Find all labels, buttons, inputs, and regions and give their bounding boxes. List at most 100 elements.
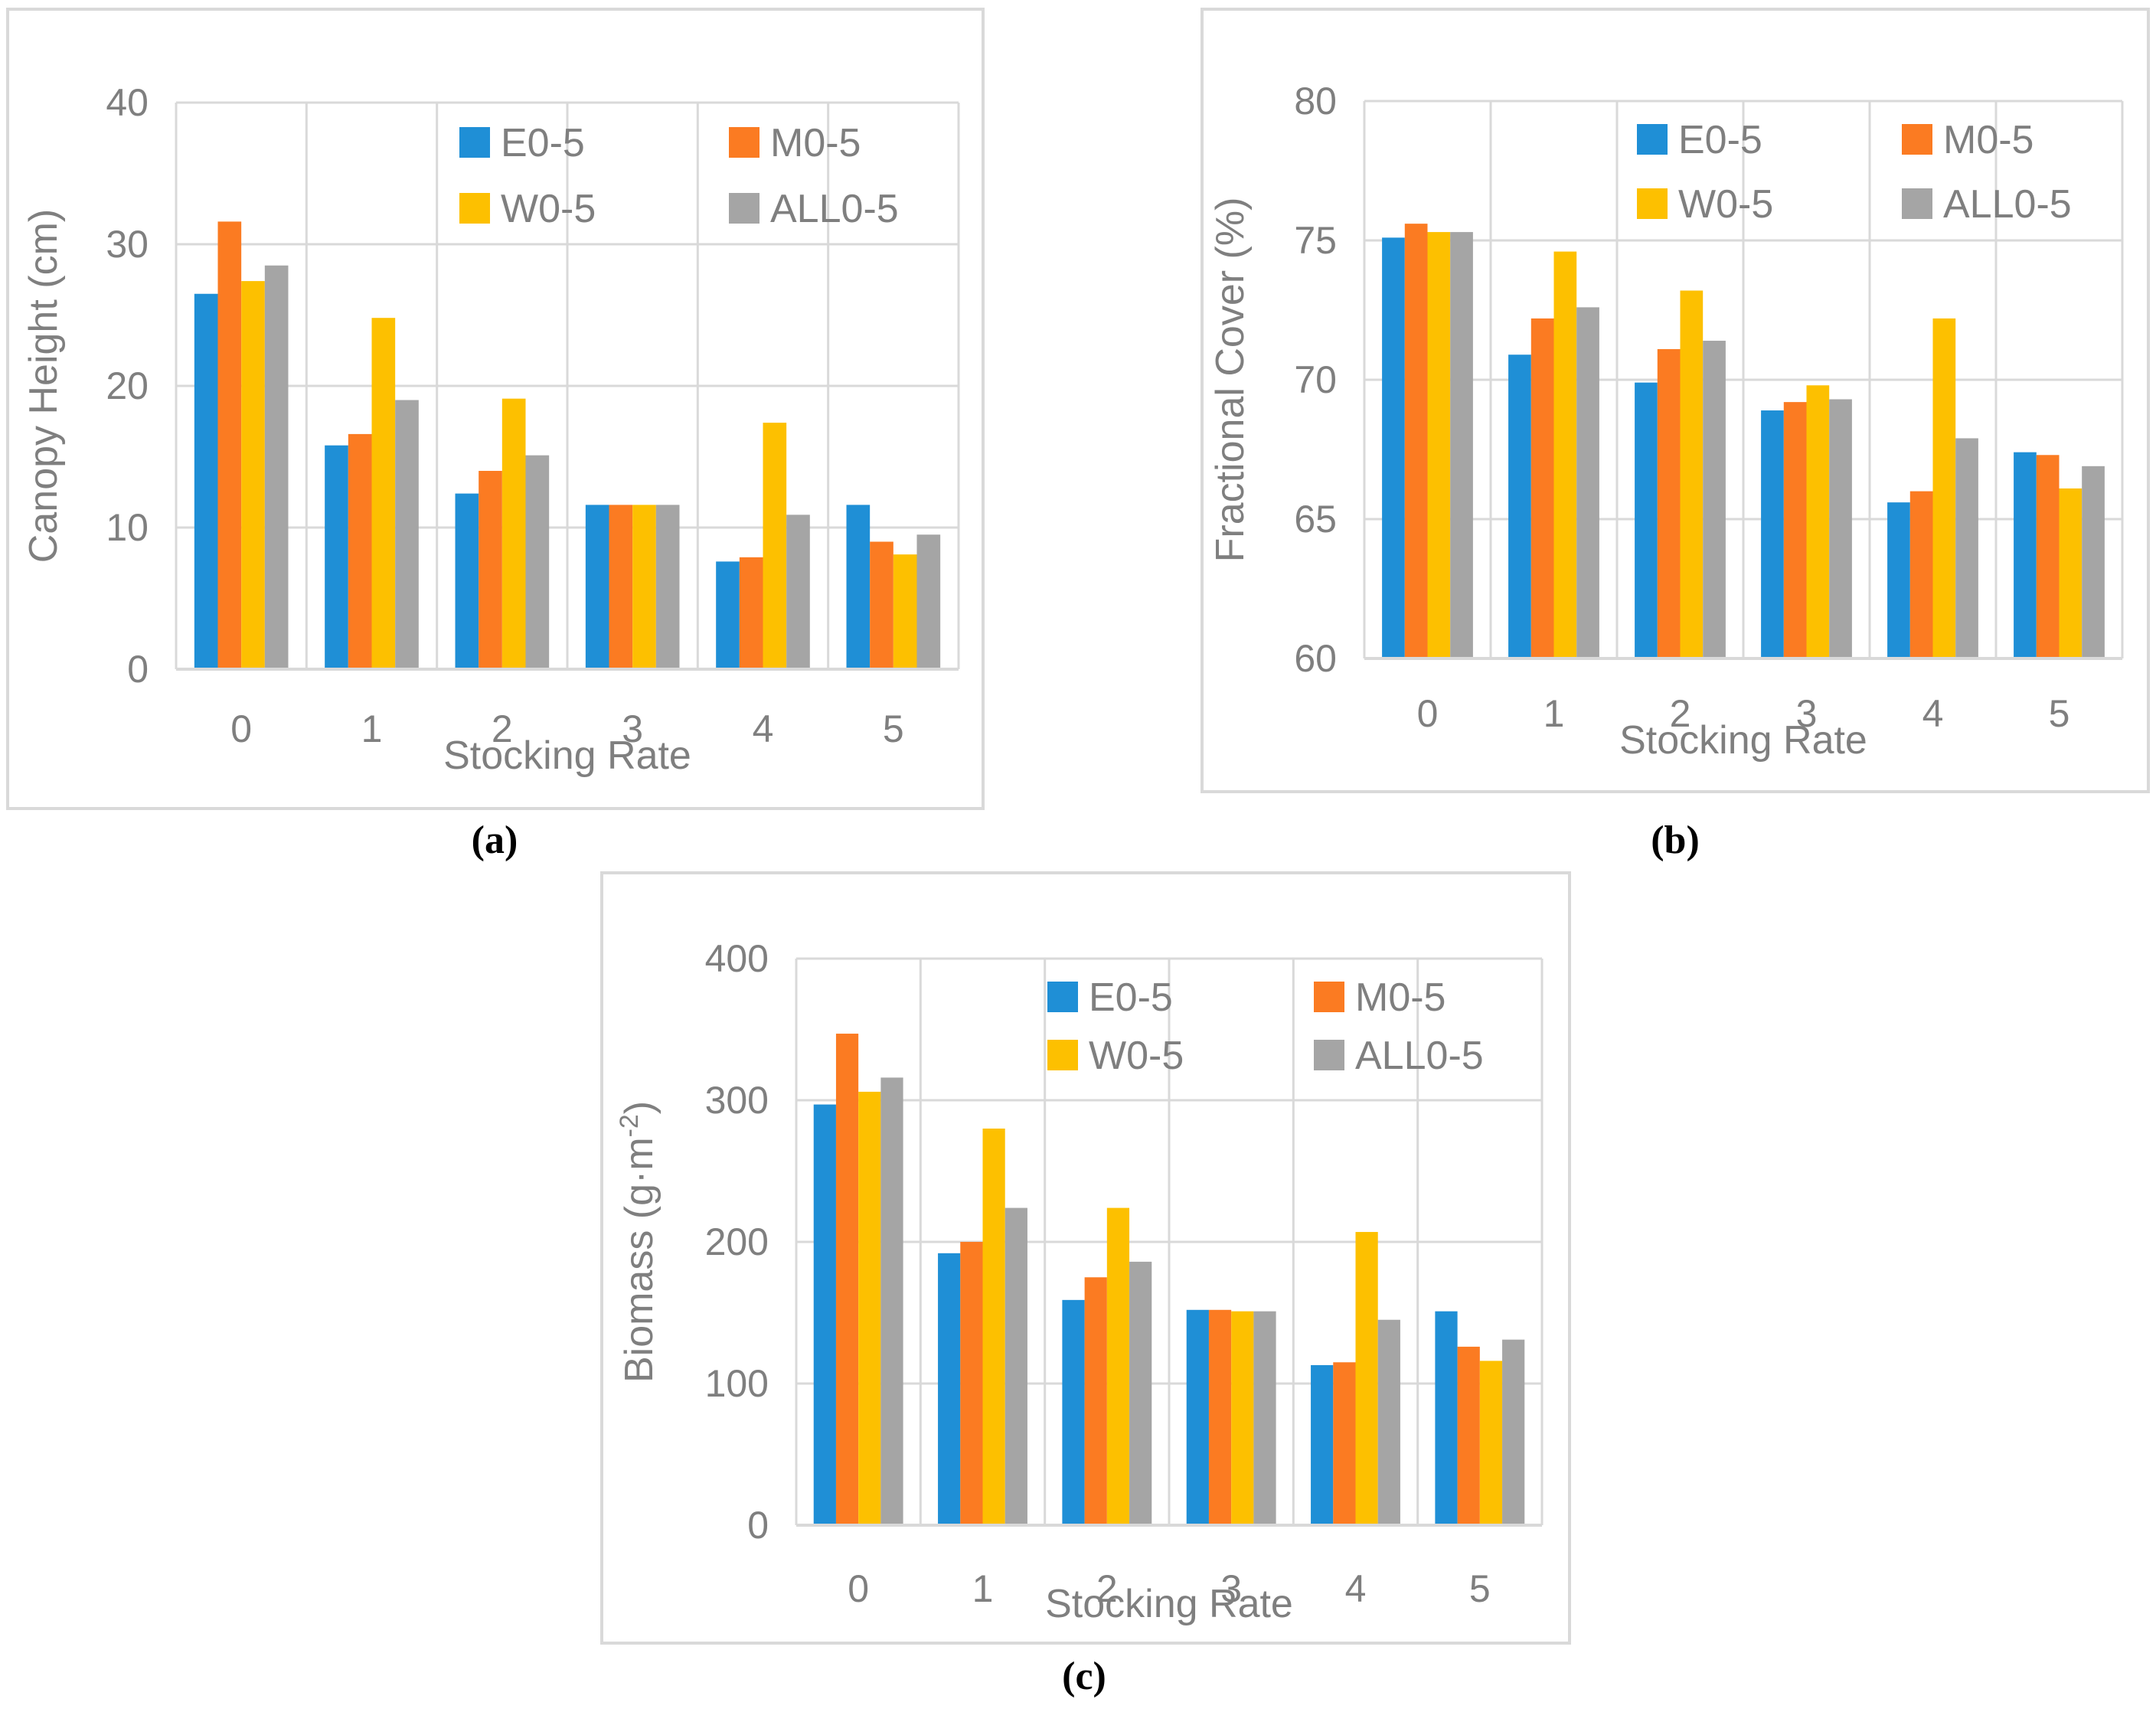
bar-M0-5-cat-0 (217, 221, 242, 669)
legend-label-ALL0-5: ALL0-5 (770, 187, 899, 231)
x-tick-label: 1 (972, 1567, 994, 1610)
bar-W0-5-cat-4 (1355, 1232, 1378, 1525)
bar-M0-5-cat-2 (479, 471, 502, 669)
bar-ALL0-5-cat-0 (1450, 232, 1473, 659)
bar-M0-5-cat-2 (1084, 1277, 1107, 1525)
y-axis-label: Biomass (g·m-2) (615, 1101, 662, 1383)
caption-b: (b) (1651, 818, 1700, 862)
bar-E0-5-cat-1 (1508, 354, 1531, 658)
x-tick-label: 3 (622, 707, 643, 750)
legend-swatch-E0-5 (459, 127, 490, 158)
bar-M0-5-cat-5 (2036, 455, 2060, 658)
bar-E0-5-cat-3 (1761, 410, 1784, 658)
bar-W0-5-cat-0 (858, 1091, 881, 1525)
bar-W0-5-cat-2 (1106, 1207, 1130, 1525)
bar-ALL0-5-cat-3 (1829, 399, 1852, 658)
legend-label-ALL0-5: ALL0-5 (1355, 1034, 1484, 1078)
bar-E0-5-cat-3 (1186, 1309, 1209, 1525)
legend-label-E0-5: E0-5 (1678, 118, 1762, 162)
bar-E0-5-cat-1 (938, 1253, 961, 1525)
chart-b: 60 65 70 75 80 0 1 2 3 4 5 Stocking Rate Fractional … (1208, 80, 2124, 763)
legend-label-W0-5: W0-5 (1089, 1034, 1184, 1078)
bar-W0-5-cat-3 (632, 505, 656, 669)
y-tick-label: 20 (106, 364, 149, 407)
bar-E0-5-cat-4 (716, 561, 740, 669)
legend-label-M0-5: M0-5 (1355, 975, 1446, 1020)
bar-ALL0-5-cat-4 (1377, 1319, 1400, 1525)
bar-M0-5-cat-4 (1333, 1362, 1356, 1525)
bar-ALL0-5-cat-0 (880, 1077, 903, 1525)
bar-M0-5-cat-3 (1208, 1309, 1232, 1525)
bar-E0-5-cat-5 (1435, 1311, 1458, 1525)
y-tick-label: 0 (127, 648, 149, 691)
bar-E0-5-cat-1 (325, 445, 348, 669)
bar-M0-5-cat-4 (1909, 491, 1933, 658)
bar-E0-5-cat-5 (846, 505, 871, 669)
bar-ALL0-5-cat-5 (1502, 1339, 1525, 1525)
legend-label-ALL0-5: ALL0-5 (1943, 182, 2072, 227)
bar-W0-5-cat-5 (1479, 1361, 1503, 1525)
bar-E0-5-cat-4 (1311, 1364, 1334, 1525)
legend-swatch-M0-5 (729, 127, 760, 158)
legend-swatch-M0-5 (1902, 124, 1932, 155)
bar-W0-5-cat-4 (763, 423, 787, 669)
bar-W0-5-cat-0 (1427, 232, 1451, 659)
bar-E0-5-cat-0 (194, 293, 218, 669)
y-tick-label: 80 (1294, 80, 1337, 123)
x-tick-label: 0 (230, 707, 252, 750)
bar-E0-5-cat-0 (1382, 237, 1405, 658)
bar-E0-5-cat-5 (2014, 452, 2037, 658)
x-tick-label: 2 (1096, 1567, 1118, 1610)
bar-M0-5-cat-0 (1404, 224, 1428, 658)
bar-ALL0-5-cat-1 (1576, 307, 1599, 658)
bar-ALL0-5-cat-2 (525, 455, 550, 669)
bar-W0-5-cat-5 (893, 554, 917, 669)
y-tick-label: 70 (1294, 358, 1337, 401)
y-tick-label: 10 (106, 506, 149, 549)
bar-M0-5-cat-5 (1457, 1346, 1480, 1525)
x-tick-label: 5 (1469, 1567, 1491, 1610)
legend-label-W0-5: W0-5 (1678, 182, 1773, 227)
bar-W0-5-cat-5 (2059, 488, 2082, 658)
caption-a: (a) (471, 818, 518, 862)
legend-swatch-W0-5 (1047, 1040, 1078, 1070)
bar-ALL0-5-cat-5 (2082, 466, 2105, 658)
chart-panel-b: 60 65 70 75 80 0 1 2 3 4 5 Stocking Rate Fractional … (1200, 8, 2150, 793)
chart-a: 0 10 20 30 40 0 1 2 3 4 5 Stocking Rate Canopy Heigh… (21, 81, 960, 778)
bar-ALL0-5-cat-2 (1129, 1261, 1152, 1525)
x-tick-label: 2 (492, 707, 513, 750)
x-tick-label: 1 (361, 707, 383, 750)
bar-W0-5-cat-3 (1806, 385, 1830, 658)
bar-ALL0-5-cat-5 (916, 534, 941, 669)
bar-M0-5-cat-2 (1657, 348, 1681, 658)
x-tick-label: 0 (1417, 692, 1439, 735)
bar-ALL0-5-cat-4 (786, 515, 810, 669)
x-tick-label: 4 (753, 707, 774, 750)
legend-swatch-W0-5 (1637, 188, 1668, 219)
bar-W0-5-cat-4 (1932, 318, 1956, 658)
bar-W0-5-cat-1 (371, 318, 396, 669)
legend-swatch-ALL0-5 (1314, 1040, 1344, 1070)
y-tick-label: 100 (705, 1362, 769, 1405)
bar-ALL0-5-cat-1 (395, 400, 419, 669)
x-tick-label: 3 (1796, 692, 1818, 735)
bar-E0-5-cat-3 (585, 505, 609, 669)
y-tick-label: 65 (1294, 498, 1337, 541)
bar-W0-5-cat-1 (982, 1129, 1005, 1525)
bar-ALL0-5-cat-0 (264, 265, 289, 669)
caption-c: (c) (1062, 1655, 1106, 1698)
y-axis-label: Canopy Height (cm) (21, 209, 66, 563)
legend-swatch-ALL0-5 (729, 193, 760, 224)
x-tick-label: 4 (1345, 1567, 1367, 1610)
x-tick-label: 5 (883, 707, 904, 750)
bar-ALL0-5-cat-3 (1253, 1311, 1276, 1525)
y-tick-label: 200 (705, 1220, 769, 1263)
bar-E0-5-cat-2 (1635, 382, 1658, 658)
y-tick-label: 0 (747, 1504, 769, 1547)
x-tick-label: 2 (1670, 692, 1691, 735)
bar-W0-5-cat-2 (501, 398, 526, 669)
bar-E0-5-cat-2 (1062, 1299, 1085, 1525)
bar-W0-5-cat-1 (1553, 251, 1577, 658)
chart-panel-a: 0 10 20 30 40 0 1 2 3 4 5 Stocking Rate Canopy Heigh… (6, 8, 985, 810)
bar-M0-5-cat-1 (348, 433, 372, 669)
